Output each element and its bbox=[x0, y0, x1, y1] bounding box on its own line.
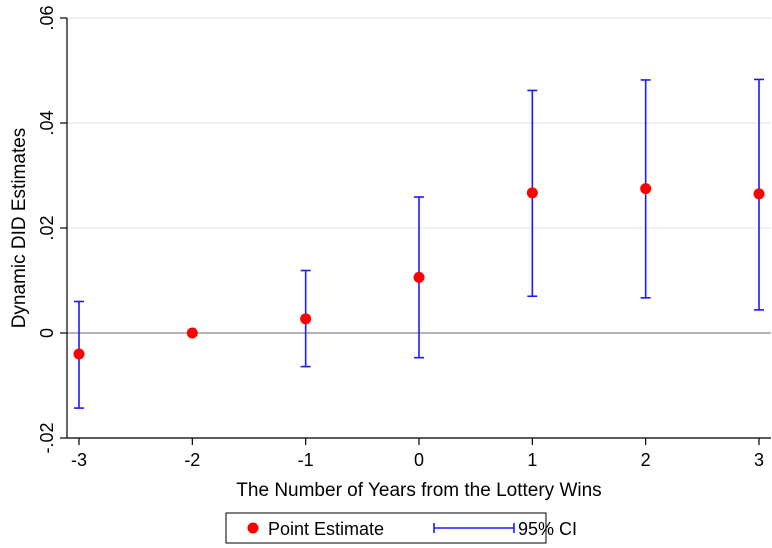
x-tick-label: 2 bbox=[641, 450, 651, 470]
x-tick-label: -2 bbox=[184, 450, 200, 470]
x-axis-title: The Number of Years from the Lottery Win… bbox=[236, 480, 601, 501]
x-tick-label: 3 bbox=[754, 450, 764, 470]
y-tick-label: .04 bbox=[37, 110, 57, 135]
point-estimate-marker bbox=[300, 313, 312, 325]
y-tick-label: .02 bbox=[37, 215, 57, 240]
x-tick-label: 1 bbox=[527, 450, 537, 470]
x-tick-label: 0 bbox=[414, 450, 424, 470]
point-estimate-marker bbox=[526, 187, 538, 199]
legend-point-marker bbox=[247, 522, 259, 534]
confidence-intervals bbox=[74, 78, 764, 409]
y-tick-label: -.02 bbox=[37, 422, 57, 453]
y-axis-ticks: -.02 0 .02 .04 .06 bbox=[37, 5, 67, 454]
x-tick-label: -1 bbox=[298, 450, 314, 470]
point-estimate-marker bbox=[73, 348, 85, 360]
point-estimate-marker bbox=[640, 183, 652, 195]
legend-ci-label: 95% CI bbox=[518, 519, 577, 539]
y-tick-label: .06 bbox=[37, 5, 57, 30]
x-tick-label: -3 bbox=[71, 450, 87, 470]
point-estimate-marker bbox=[186, 327, 198, 339]
legend-point-label: Point Estimate bbox=[268, 519, 384, 539]
legend: Point Estimate 95% CI bbox=[225, 512, 577, 544]
point-estimates bbox=[73, 183, 765, 360]
point-estimate-marker bbox=[753, 188, 765, 200]
point-estimate-marker bbox=[413, 271, 425, 283]
y-axis-title: Dynamic DID Estimates bbox=[9, 128, 30, 329]
y-tick-label: 0 bbox=[37, 328, 57, 338]
x-axis-ticks: -3 -2 -1 0 1 2 3 bbox=[71, 438, 764, 470]
